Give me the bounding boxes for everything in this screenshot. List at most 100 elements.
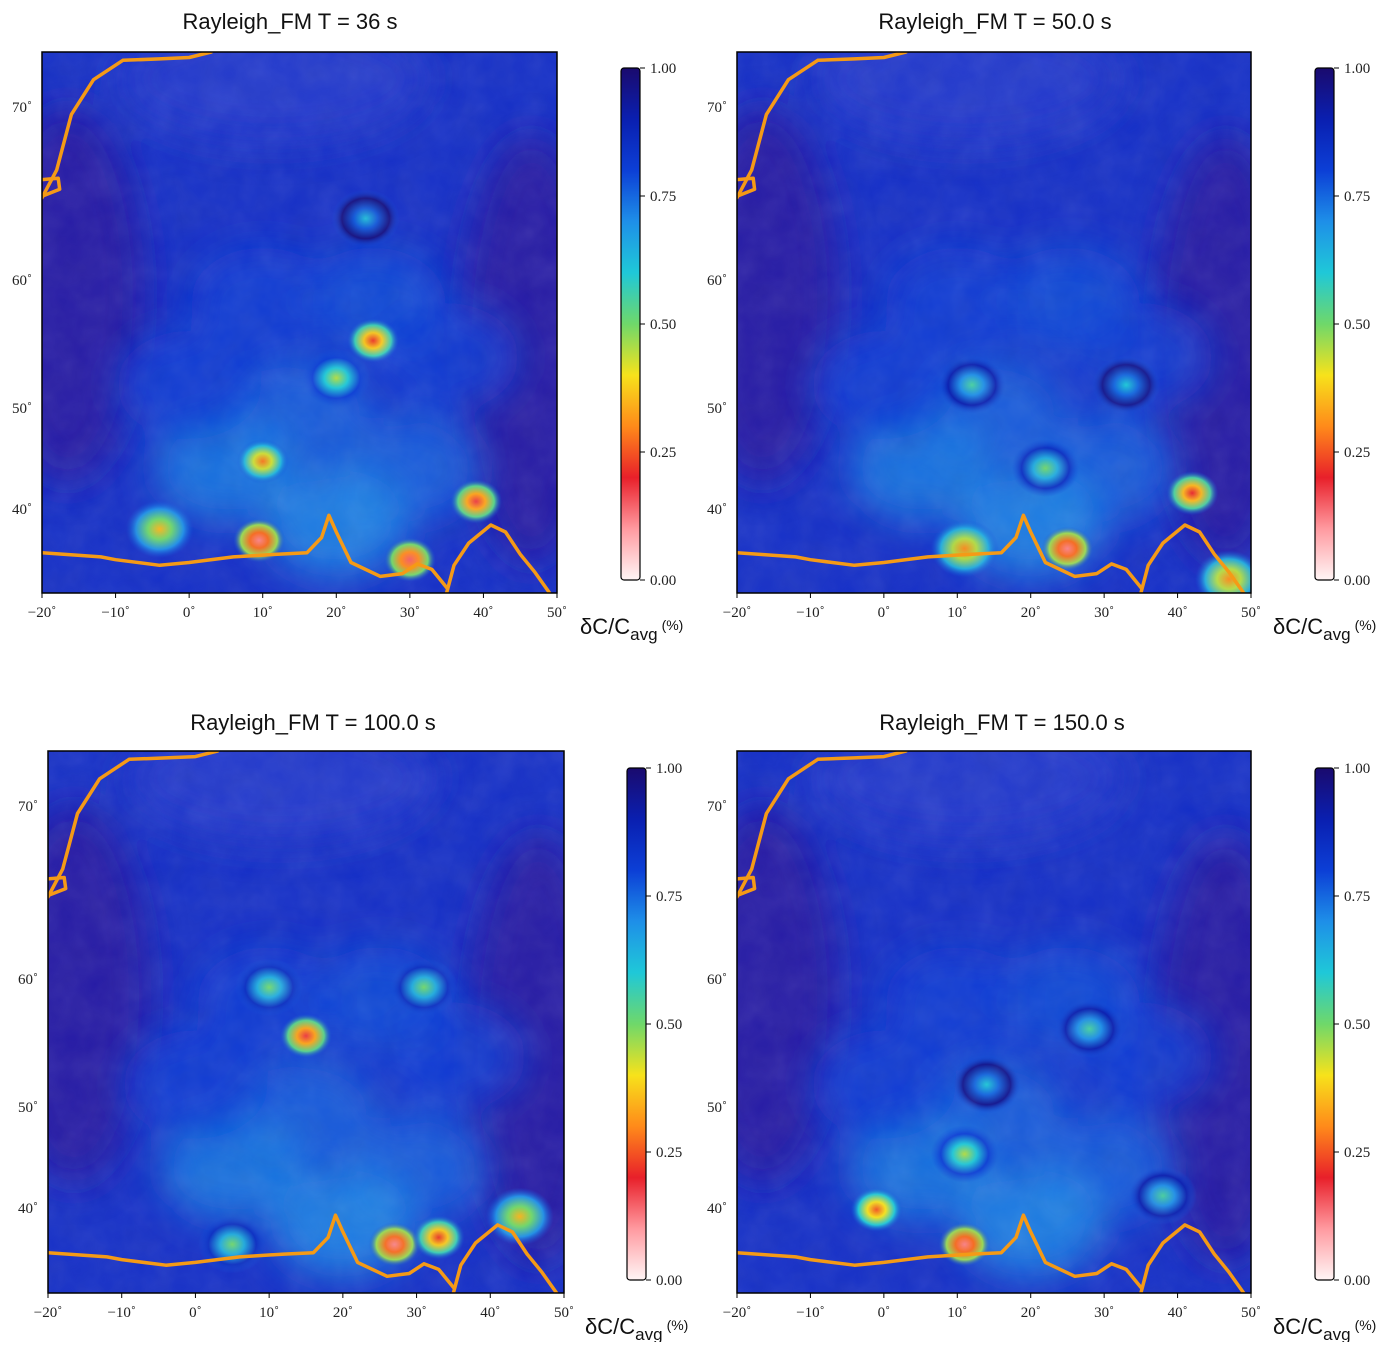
plate-boundary-line [42, 513, 449, 590]
plate-boundary-line [1139, 1223, 1246, 1293]
colorbar-tick-label: 0.50 [656, 1017, 682, 1033]
unit-main: δC/C [580, 614, 630, 639]
colorbar-tick-label: 1.00 [1344, 761, 1370, 777]
unit-sub: avg [1323, 1325, 1350, 1342]
unit-sub: avg [1323, 625, 1350, 644]
x-tick-label: 50˚ [547, 605, 567, 621]
x-tick-label: 0˚ [878, 605, 891, 621]
y-tick-label: 60˚ [18, 972, 38, 988]
x-tick-label: 50˚ [554, 1305, 574, 1321]
colorbar-gradient [1314, 67, 1335, 581]
x-tick-label: 40˚ [480, 1305, 500, 1321]
x-tick-label: 30˚ [1094, 1305, 1114, 1321]
plate-boundaries [737, 751, 1246, 1293]
x-tick-label: 0˚ [183, 605, 196, 621]
y-tick-label: 40˚ [707, 1201, 727, 1217]
x-tick-label: 20˚ [1021, 1305, 1041, 1321]
unit-main: δC/C [1273, 614, 1323, 639]
y-tick-label: 50˚ [18, 1100, 38, 1116]
panel-title: Rayleigh_FM T = 100.0 s [190, 710, 436, 735]
colorbar-unit: δC/Cavg (%) [1273, 614, 1376, 644]
y-tick-label: 70˚ [707, 799, 727, 815]
y-tick-label: 40˚ [707, 502, 727, 518]
relief-shading [737, 52, 1251, 593]
relief-shading [737, 751, 1251, 1293]
colorbar-gradient [620, 67, 641, 581]
colorbar: 1.00 0.75 0.50 0.25 0.00 [1314, 761, 1370, 1289]
colorbar-unit: δC/Cavg (%) [1273, 1314, 1376, 1342]
y-tick-label: 40˚ [12, 502, 32, 518]
map-frame [41, 51, 558, 594]
panel-title: Rayleigh_FM T = 150.0 s [879, 710, 1125, 735]
colorbar-tick-label: 0.25 [1344, 1145, 1370, 1161]
plate-boundary-line [1139, 523, 1246, 593]
colorbar-tick-label: 0.00 [1344, 1273, 1370, 1289]
plate-boundary-line [737, 52, 908, 200]
y-tick-label: 70˚ [18, 799, 38, 815]
unit-suffix: (%) [1355, 617, 1377, 633]
y-tick-label: 50˚ [707, 1100, 727, 1116]
relief-shading [48, 751, 564, 1293]
map-area [737, 751, 1251, 1293]
panel-t36: Rayleigh_FM T = 36 s −20˚ −10˚ 0˚ 10˚ 20˚ 30˚… [12, 9, 683, 644]
colorbar: 1.00 0.75 0.50 0.25 0.00 [620, 61, 676, 589]
colorbar-tick-label: 0.25 [656, 1145, 682, 1161]
plate-boundary-line [737, 513, 1143, 590]
colorbar-tick-label: 0.50 [1344, 317, 1370, 333]
x-tick-label: 30˚ [407, 1305, 427, 1321]
relief-shading [42, 52, 557, 593]
y-tick-label: 60˚ [707, 972, 727, 988]
map-frame [736, 51, 1252, 594]
plate-boundary-line [48, 751, 220, 899]
colorbar-gradient [1314, 767, 1335, 1281]
y-tick-label: 60˚ [12, 273, 32, 289]
colorbar-tick-label: 0.50 [1344, 1017, 1370, 1033]
panel-t50: Rayleigh_FM T = 50.0 s −20˚ −10˚ 0˚ 10˚ 20˚ 3… [707, 9, 1376, 644]
x-tick-label: −10˚ [796, 605, 824, 621]
colorbar-tick-label: 1.00 [656, 761, 682, 777]
x-tick-label: 20˚ [333, 1305, 353, 1321]
x-tick-label: 20˚ [1021, 605, 1041, 621]
colorbar-tick-label: 1.00 [650, 61, 676, 77]
plate-boundary-line [48, 875, 68, 898]
plate-boundary-line [737, 751, 908, 899]
x-tick-label: −10˚ [101, 605, 129, 621]
colorbar-tick-label: 0.75 [1344, 189, 1370, 205]
colorbar-gradient [626, 767, 647, 1281]
unit-sub: avg [635, 1325, 662, 1342]
x-tick-label: −20˚ [34, 1305, 62, 1321]
plate-boundary-line [42, 52, 213, 200]
plate-boundaries [42, 52, 552, 593]
colorbar-tick-label: 0.25 [650, 445, 676, 461]
unit-suffix: (%) [662, 617, 684, 633]
x-tick-label: 10˚ [259, 1305, 279, 1321]
colorbar-unit: δC/Cavg (%) [585, 1314, 688, 1342]
x-tick-label: 50˚ [1241, 605, 1261, 621]
colorbar-tick-label: 0.75 [650, 189, 676, 205]
unit-suffix: (%) [667, 1317, 689, 1333]
panel-title: Rayleigh_FM T = 50.0 s [878, 9, 1111, 34]
x-tick-label: 10˚ [947, 605, 967, 621]
colorbar-unit: δC/Cavg (%) [580, 614, 683, 644]
x-tick-label: 10˚ [947, 1305, 967, 1321]
colorbar-tick-label: 0.00 [650, 573, 676, 589]
x-tick-label: 40˚ [1168, 605, 1188, 621]
x-tick-label: 0˚ [878, 1305, 891, 1321]
x-tick-label: 40˚ [473, 605, 493, 621]
plate-boundary-line [42, 176, 62, 199]
plate-boundary-line [737, 1213, 1143, 1290]
colorbar: 1.00 0.75 0.50 0.25 0.00 [626, 761, 682, 1289]
x-tick-label: 0˚ [189, 1305, 202, 1321]
panel-title: Rayleigh_FM T = 36 s [182, 9, 397, 34]
x-tick-label: −20˚ [28, 605, 56, 621]
y-tick-label: 70˚ [12, 100, 32, 116]
colorbar-tick-label: 0.75 [1344, 889, 1370, 905]
colorbar-tick-label: 0.25 [1344, 445, 1370, 461]
x-tick-label: 20˚ [326, 605, 346, 621]
plate-boundary-line [48, 1213, 456, 1290]
x-tick-label: −20˚ [723, 605, 751, 621]
plate-boundary-line [737, 875, 757, 898]
x-tick-label: −10˚ [796, 1305, 824, 1321]
y-tick-label: 40˚ [18, 1201, 38, 1217]
x-tick-label: 30˚ [1094, 605, 1114, 621]
